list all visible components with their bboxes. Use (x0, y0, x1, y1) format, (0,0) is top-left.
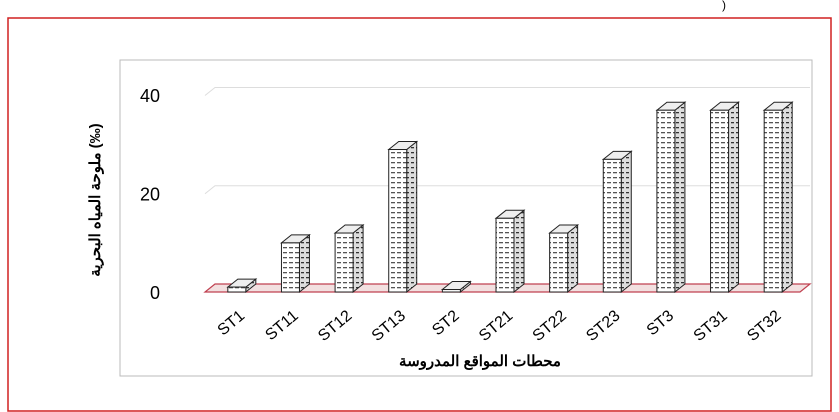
bar-side (567, 224, 579, 294)
bar (710, 109, 730, 293)
grid-line (204, 86, 810, 96)
y-tick-label: 0 (150, 283, 160, 303)
bar-side (674, 101, 686, 294)
bar-side (406, 140, 418, 294)
x-tick-label: ST11 (262, 307, 301, 344)
x-tick-label: ST1 (215, 307, 248, 339)
bar (227, 286, 247, 293)
bar-side (620, 150, 632, 294)
bar-side (298, 233, 310, 294)
bar-side (352, 224, 364, 294)
x-tick-label: ST2 (429, 307, 462, 339)
x-tick-label: ST32 (744, 307, 784, 345)
y-axis-title: ملوحة المياه البحرية (‰) (87, 123, 104, 276)
bar-side (781, 101, 793, 294)
x-tick-label: ST31 (691, 307, 731, 345)
x-tick-label: ST21 (476, 307, 516, 345)
x-axis-title: محطات المواقع المدروسة (399, 353, 561, 370)
bar (334, 232, 354, 293)
bar-side (513, 209, 525, 294)
bar (602, 158, 622, 293)
outer-frame (7, 17, 832, 412)
bar (280, 242, 300, 293)
plot-frame (119, 59, 813, 377)
x-tick-label: ST3 (644, 307, 677, 339)
bar (441, 289, 461, 293)
bar (656, 109, 676, 293)
x-tick-label: ST23 (583, 307, 623, 345)
bar (763, 109, 783, 293)
bar (495, 217, 515, 293)
bar (549, 232, 569, 293)
y-tick-label: 20 (140, 184, 160, 204)
x-tick-label: ST12 (315, 307, 355, 345)
bar-side (728, 101, 740, 294)
bar (388, 149, 408, 293)
x-tick-label: ST13 (369, 307, 409, 345)
corner-text: ) (722, 0, 726, 12)
y-tick-label: 40 (140, 86, 160, 106)
x-tick-label: ST22 (530, 307, 570, 345)
